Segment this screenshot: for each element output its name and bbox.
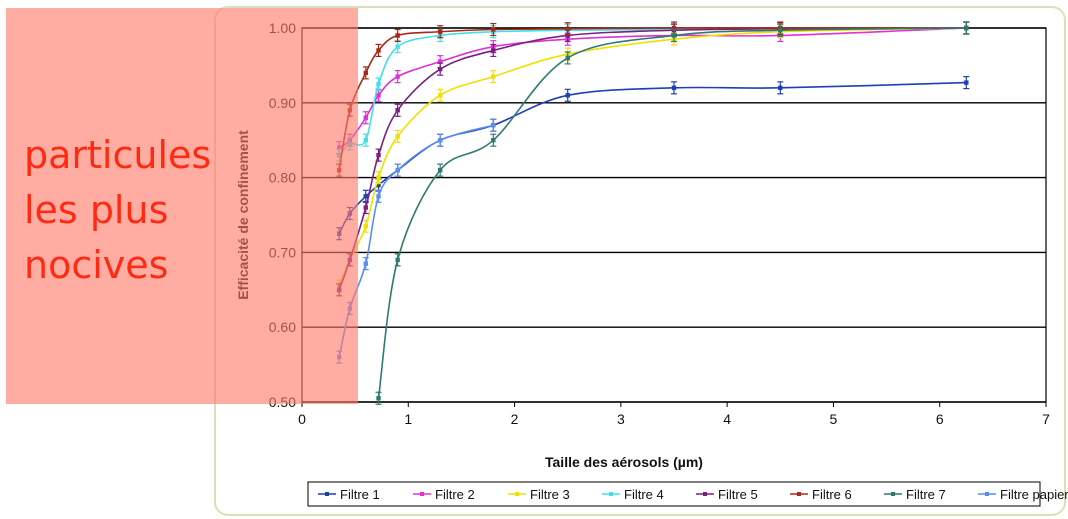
legend-label: Filtre 3 — [530, 487, 570, 502]
data-point — [491, 138, 496, 143]
legend-marker — [420, 492, 424, 496]
data-point — [395, 44, 400, 49]
data-point — [395, 134, 400, 139]
data-point — [363, 115, 368, 120]
legend-label: Filtre 4 — [624, 487, 664, 502]
data-point — [565, 93, 570, 98]
x-tick-label: 3 — [617, 411, 625, 427]
x-tick-label: 5 — [830, 411, 838, 427]
data-point — [437, 138, 443, 143]
data-point — [395, 33, 400, 38]
data-point — [491, 27, 496, 32]
series-7 — [375, 21, 970, 405]
legend-marker — [703, 492, 707, 496]
data-point — [363, 205, 368, 210]
series-line — [338, 124, 494, 358]
data-point — [395, 257, 400, 263]
x-tick-label: 0 — [298, 411, 306, 427]
data-point — [437, 66, 443, 72]
legend: Filtre 1 Filtre 2 Filtre 3 Filtre 4 Filtre 5… — [307, 481, 1068, 507]
data-point — [565, 33, 570, 38]
legend-marker — [891, 492, 895, 496]
series-line — [338, 81, 967, 235]
data-point — [376, 396, 381, 401]
legend-item: Filtre 4 — [602, 487, 664, 502]
legend-label: Filtre 7 — [906, 487, 946, 502]
x-tick-label: 1 — [404, 411, 412, 427]
data-point — [376, 93, 381, 98]
legend-label: Filtre 2 — [435, 487, 475, 502]
data-point — [437, 59, 443, 64]
legend-marker — [325, 492, 329, 496]
series-line — [338, 27, 967, 156]
legend-label: Filtre 6 — [812, 487, 852, 502]
legend-label: Filtre papier — [1000, 487, 1068, 502]
data-point — [376, 48, 381, 53]
data-point — [671, 33, 677, 38]
data-point — [395, 74, 400, 79]
data-point — [437, 167, 443, 173]
x-axis-title: Taille des aérosols (µm) — [545, 454, 703, 470]
data-point — [376, 182, 381, 188]
legend-marker — [515, 492, 519, 496]
data-point — [565, 55, 570, 61]
data-point — [491, 123, 496, 128]
data-point — [778, 85, 783, 91]
series-line — [338, 27, 967, 287]
legend-marker — [609, 492, 613, 496]
legend-label: Filtre 5 — [718, 487, 758, 502]
data-point — [491, 74, 496, 79]
legend-item: Filtre 2 — [413, 487, 475, 502]
data-point — [376, 81, 381, 87]
data-point — [376, 152, 381, 158]
data-point — [395, 108, 400, 113]
x-tick-label: 6 — [936, 411, 944, 427]
x-tick-label: 7 — [1042, 411, 1050, 427]
data-point — [395, 167, 400, 173]
legend-item: Filtre papier — [978, 487, 1068, 502]
data-point — [363, 224, 368, 229]
highlight-overlay: particules les plus nocives — [6, 8, 358, 404]
data-point — [363, 138, 368, 143]
legend-label: Filtre 1 — [340, 487, 380, 502]
data-point — [376, 194, 381, 199]
x-tick-label: 4 — [723, 411, 731, 427]
legend-marker — [985, 492, 989, 496]
data-point — [437, 29, 443, 34]
legend-item: Filtre 7 — [884, 487, 946, 502]
data-point — [363, 70, 368, 76]
legend-item: Filtre 6 — [790, 487, 852, 502]
data-point — [437, 93, 443, 98]
data-point — [565, 26, 570, 31]
annotation-text: particules les plus nocives — [24, 133, 212, 287]
data-point — [964, 80, 969, 85]
data-point — [491, 48, 496, 53]
series-line — [338, 27, 967, 291]
data-point — [671, 25, 677, 31]
data-point — [363, 194, 368, 199]
legend-item: Filtre 5 — [696, 487, 758, 502]
series-3 — [336, 21, 970, 293]
legend-item: Filtre 1 — [318, 487, 380, 502]
x-tick-label: 2 — [511, 411, 519, 427]
series-5 — [336, 21, 970, 297]
data-point — [778, 28, 783, 33]
data-point — [363, 261, 368, 266]
data-point — [964, 25, 969, 31]
legend-item: Filtre 3 — [508, 487, 570, 502]
legend-marker — [797, 492, 801, 496]
series-6 — [336, 21, 970, 177]
data-point — [376, 175, 381, 180]
data-point — [671, 85, 677, 91]
series-4 — [336, 21, 970, 162]
